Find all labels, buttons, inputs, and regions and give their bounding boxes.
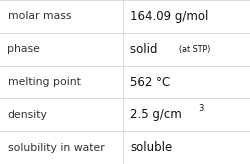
Text: solubility in water: solubility in water <box>8 143 104 153</box>
Text: 164.09 g/mol: 164.09 g/mol <box>130 10 209 23</box>
Text: density: density <box>8 110 48 120</box>
Text: 2.5 g/cm: 2.5 g/cm <box>130 108 182 121</box>
Text: 562 °C: 562 °C <box>130 75 171 89</box>
Text: melting point: melting point <box>8 77 81 87</box>
Text: soluble: soluble <box>130 141 173 154</box>
Text: 3: 3 <box>198 104 203 113</box>
Text: molar mass: molar mass <box>8 11 71 21</box>
Text: phase: phase <box>8 44 40 54</box>
Text: solid: solid <box>130 43 166 56</box>
Text: (at STP): (at STP) <box>179 45 211 54</box>
